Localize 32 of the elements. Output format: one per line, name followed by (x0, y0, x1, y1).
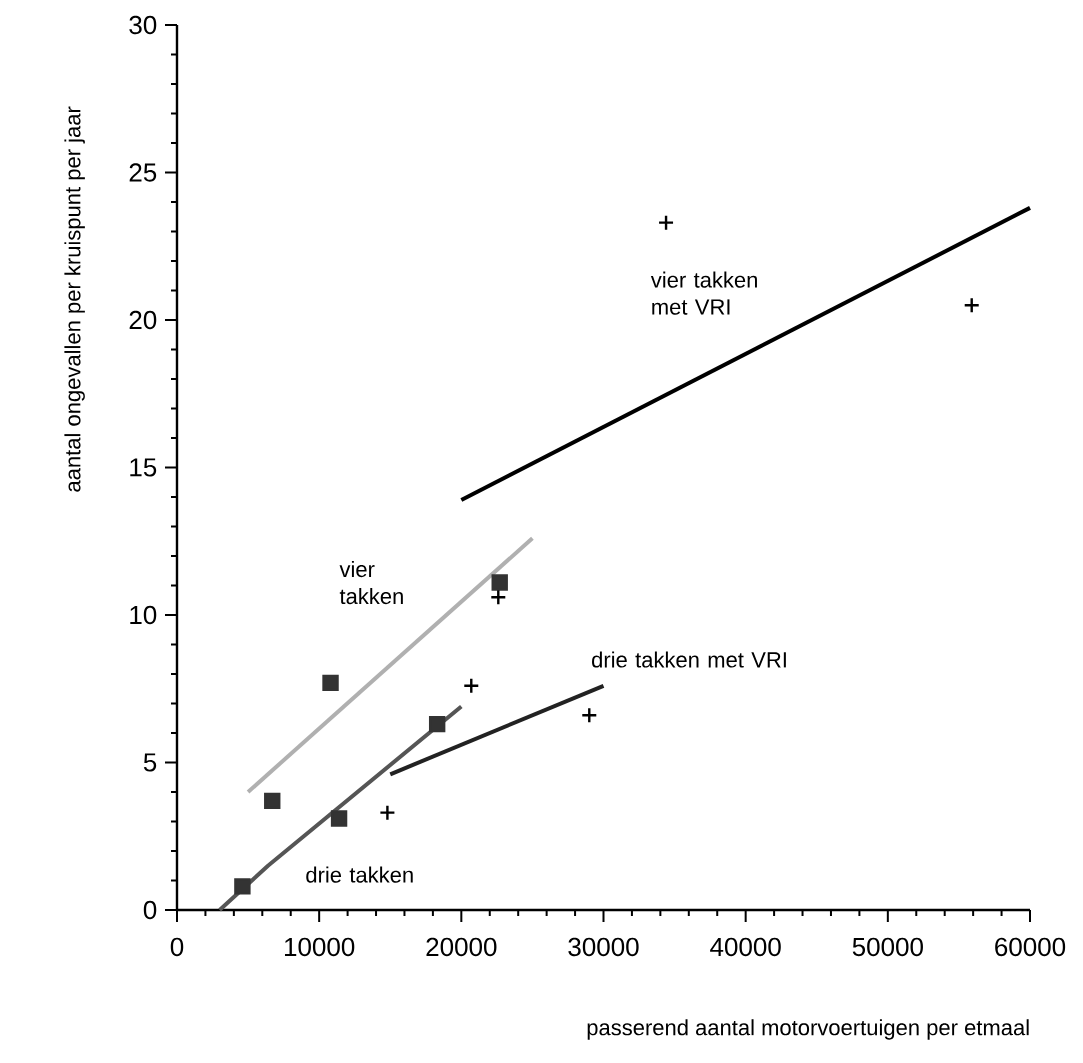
y-tick-label: 20 (129, 310, 157, 330)
x-tick-label: 60000 (995, 937, 1066, 957)
point (581, 707, 598, 724)
y-axis-title: aantal ongevallen per kruispunt per jaar (64, 106, 85, 492)
x-tick-label: 40000 (710, 937, 781, 957)
y-tick-label: 15 (130, 458, 157, 477)
x-tick-label: 30000 (568, 937, 639, 957)
x-tick-label: 20000 (426, 937, 497, 957)
point (234, 878, 251, 895)
annotation: vier takken met VRI (650, 271, 757, 315)
x-axis-title: passerend aantal motorvoertuigen per etmaal (587, 1019, 1029, 1040)
point (490, 589, 507, 606)
point (963, 297, 980, 314)
y-tick-label: 25 (129, 163, 157, 182)
annotation: drie takken met VRI (592, 651, 786, 668)
point (428, 715, 446, 733)
y-tick-label: 30 (129, 15, 157, 35)
y-tick-label: 10 (130, 605, 157, 625)
annotation: drie takken (306, 866, 413, 883)
point (379, 804, 396, 821)
point (491, 574, 508, 591)
x-tick-label: 0 (170, 937, 184, 957)
point (330, 810, 348, 827)
point (264, 792, 281, 810)
annotation: vier takken (339, 560, 403, 605)
y-tick-label: 0 (143, 900, 157, 920)
point (322, 674, 339, 692)
point (463, 677, 480, 694)
y-tick-label: 5 (143, 753, 157, 772)
point (657, 214, 675, 231)
x-tick-label: 10000 (284, 937, 355, 957)
x-tick-label: 50000 (852, 937, 923, 957)
